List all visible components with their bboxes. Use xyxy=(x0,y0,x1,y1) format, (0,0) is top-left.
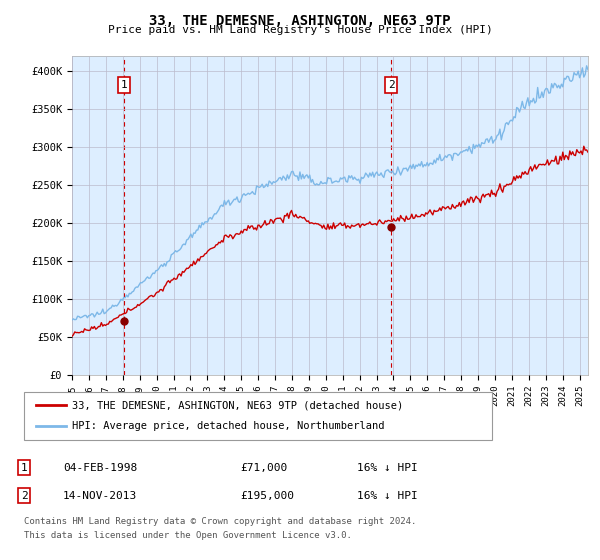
Text: Price paid vs. HM Land Registry's House Price Index (HPI): Price paid vs. HM Land Registry's House … xyxy=(107,25,493,35)
Text: 1: 1 xyxy=(121,80,128,90)
Text: 2: 2 xyxy=(20,491,28,501)
Text: 04-FEB-1998: 04-FEB-1998 xyxy=(63,463,137,473)
Text: 16% ↓ HPI: 16% ↓ HPI xyxy=(357,463,418,473)
Text: £71,000: £71,000 xyxy=(240,463,287,473)
Text: Contains HM Land Registry data © Crown copyright and database right 2024.: Contains HM Land Registry data © Crown c… xyxy=(24,517,416,526)
Text: £195,000: £195,000 xyxy=(240,491,294,501)
Text: 33, THE DEMESNE, ASHINGTON, NE63 9TP (detached house): 33, THE DEMESNE, ASHINGTON, NE63 9TP (de… xyxy=(72,400,403,410)
Text: 16% ↓ HPI: 16% ↓ HPI xyxy=(357,491,418,501)
Text: HPI: Average price, detached house, Northumberland: HPI: Average price, detached house, Nort… xyxy=(72,421,385,431)
Text: 33, THE DEMESNE, ASHINGTON, NE63 9TP: 33, THE DEMESNE, ASHINGTON, NE63 9TP xyxy=(149,14,451,28)
Text: 14-NOV-2013: 14-NOV-2013 xyxy=(63,491,137,501)
Text: This data is licensed under the Open Government Licence v3.0.: This data is licensed under the Open Gov… xyxy=(24,531,352,540)
Text: 1: 1 xyxy=(20,463,28,473)
Text: 2: 2 xyxy=(388,80,395,90)
